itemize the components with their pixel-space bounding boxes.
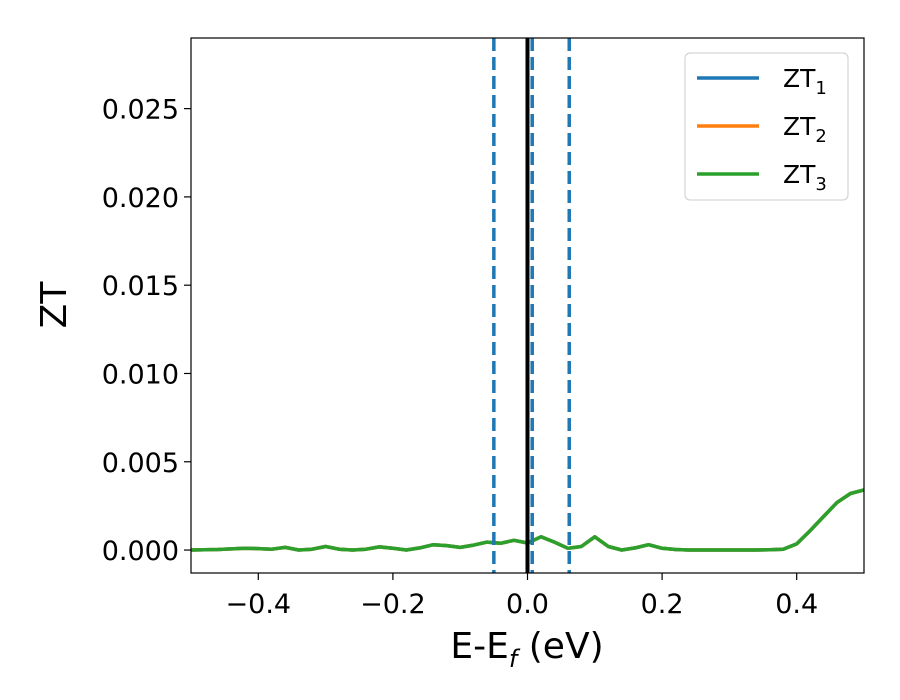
legend-label-zt2: ZT2	[783, 112, 827, 147]
x-tick-label: 0.4	[775, 589, 818, 620]
x-tick-label: −0.4	[226, 589, 292, 620]
y-tick-label: 0.025	[102, 95, 179, 126]
series-line-zt3	[191, 488, 864, 552]
y-tick-label: 0.020	[102, 183, 179, 214]
legend-label-zt3: ZT3	[783, 160, 827, 195]
y-tick-label: 0.015	[102, 271, 179, 302]
x-tick-label: 0.2	[641, 589, 684, 620]
x-axis-label: E-Ef (eV)	[450, 626, 603, 673]
y-axis-label: ZT	[34, 281, 75, 329]
x-axis-label-unit: (eV)	[517, 626, 603, 667]
y-tick-label: 0.010	[102, 359, 179, 390]
plot-area	[191, 38, 864, 573]
x-tick-label: 0.0	[506, 589, 549, 620]
legend-label-zt1: ZT1	[783, 64, 827, 99]
legend: ZT1 ZT2 ZT3	[684, 52, 849, 201]
x-axis-label-main: E-E	[450, 626, 508, 667]
y-tick-label: 0.000	[102, 536, 179, 567]
axes: −0.4 −0.2 0.0 0.2 0.4 0.000 0.005 0.010 0.015 0.0…	[102, 37, 865, 620]
legend-box	[684, 52, 849, 201]
y-tick-label: 0.005	[102, 448, 179, 479]
x-tick-label: −0.2	[360, 589, 426, 620]
